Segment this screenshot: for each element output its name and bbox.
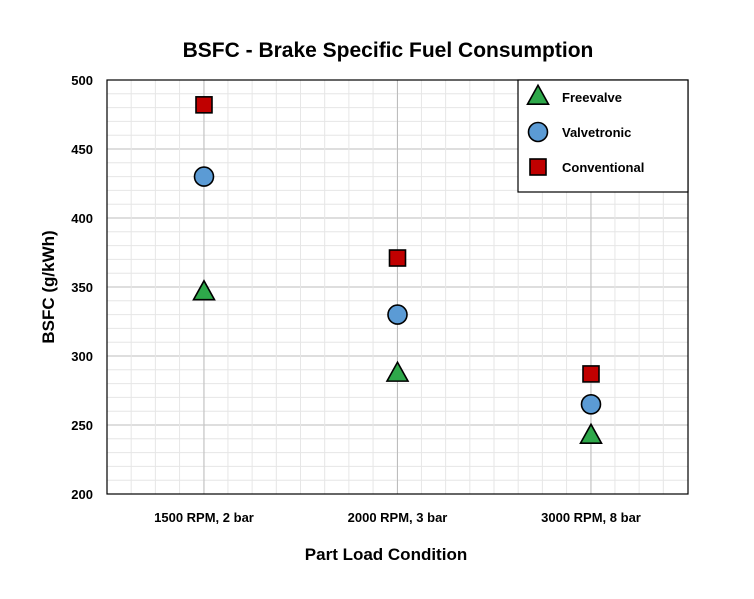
plot-area-frame [106,79,689,495]
y-tick-label: 450 [71,142,93,157]
conventional-data-point [195,96,213,114]
data-markers [192,96,603,445]
y-tick-label: 200 [71,487,93,502]
x-tick-label: 3000 RPM, 8 bar [541,510,641,525]
freevalve-data-point [192,279,216,301]
x-axis-title: Part Load Condition [305,545,467,564]
valvetronic-data-point [193,166,215,187]
freevalve-data-point [385,360,410,382]
y-axis-title: BSFC (g/kWh) [39,230,58,343]
conventional-data-point [582,365,600,383]
legend-label-valvetronic: Valvetronic [562,125,631,140]
y-axis-ticks: 200 250 300 350 400 450 500 [71,73,93,502]
conventional-legend-marker [529,158,547,176]
y-tick-label: 500 [71,73,93,88]
x-tick-label: 2000 RPM, 3 bar [348,510,448,525]
valvetronic-data-point [387,304,408,325]
valvetronic-legend-marker [527,121,549,143]
conventional-data-point [388,249,407,267]
legend-label-conventional: Conventional [562,160,644,175]
valvetronic-data-point [580,393,602,415]
y-tick-label: 250 [71,418,93,433]
freevalve-legend-marker [526,83,550,105]
y-tick-label: 300 [71,349,93,364]
freevalve-data-point [579,422,603,445]
y-tick-label: 400 [71,211,93,226]
x-axis-ticks: 1500 RPM, 2 bar 2000 RPM, 3 bar 3000 RPM, … [154,510,641,525]
y-tick-label: 350 [71,280,93,295]
x-tick-label: 1500 RPM, 2 bar [154,510,254,525]
chart-title: BSFC - Brake Specific Fuel Consumption [183,39,594,62]
legend-label-freevalve: Freevalve [562,90,622,105]
legend: Freevalve Valvetronic Conventional [517,79,689,193]
